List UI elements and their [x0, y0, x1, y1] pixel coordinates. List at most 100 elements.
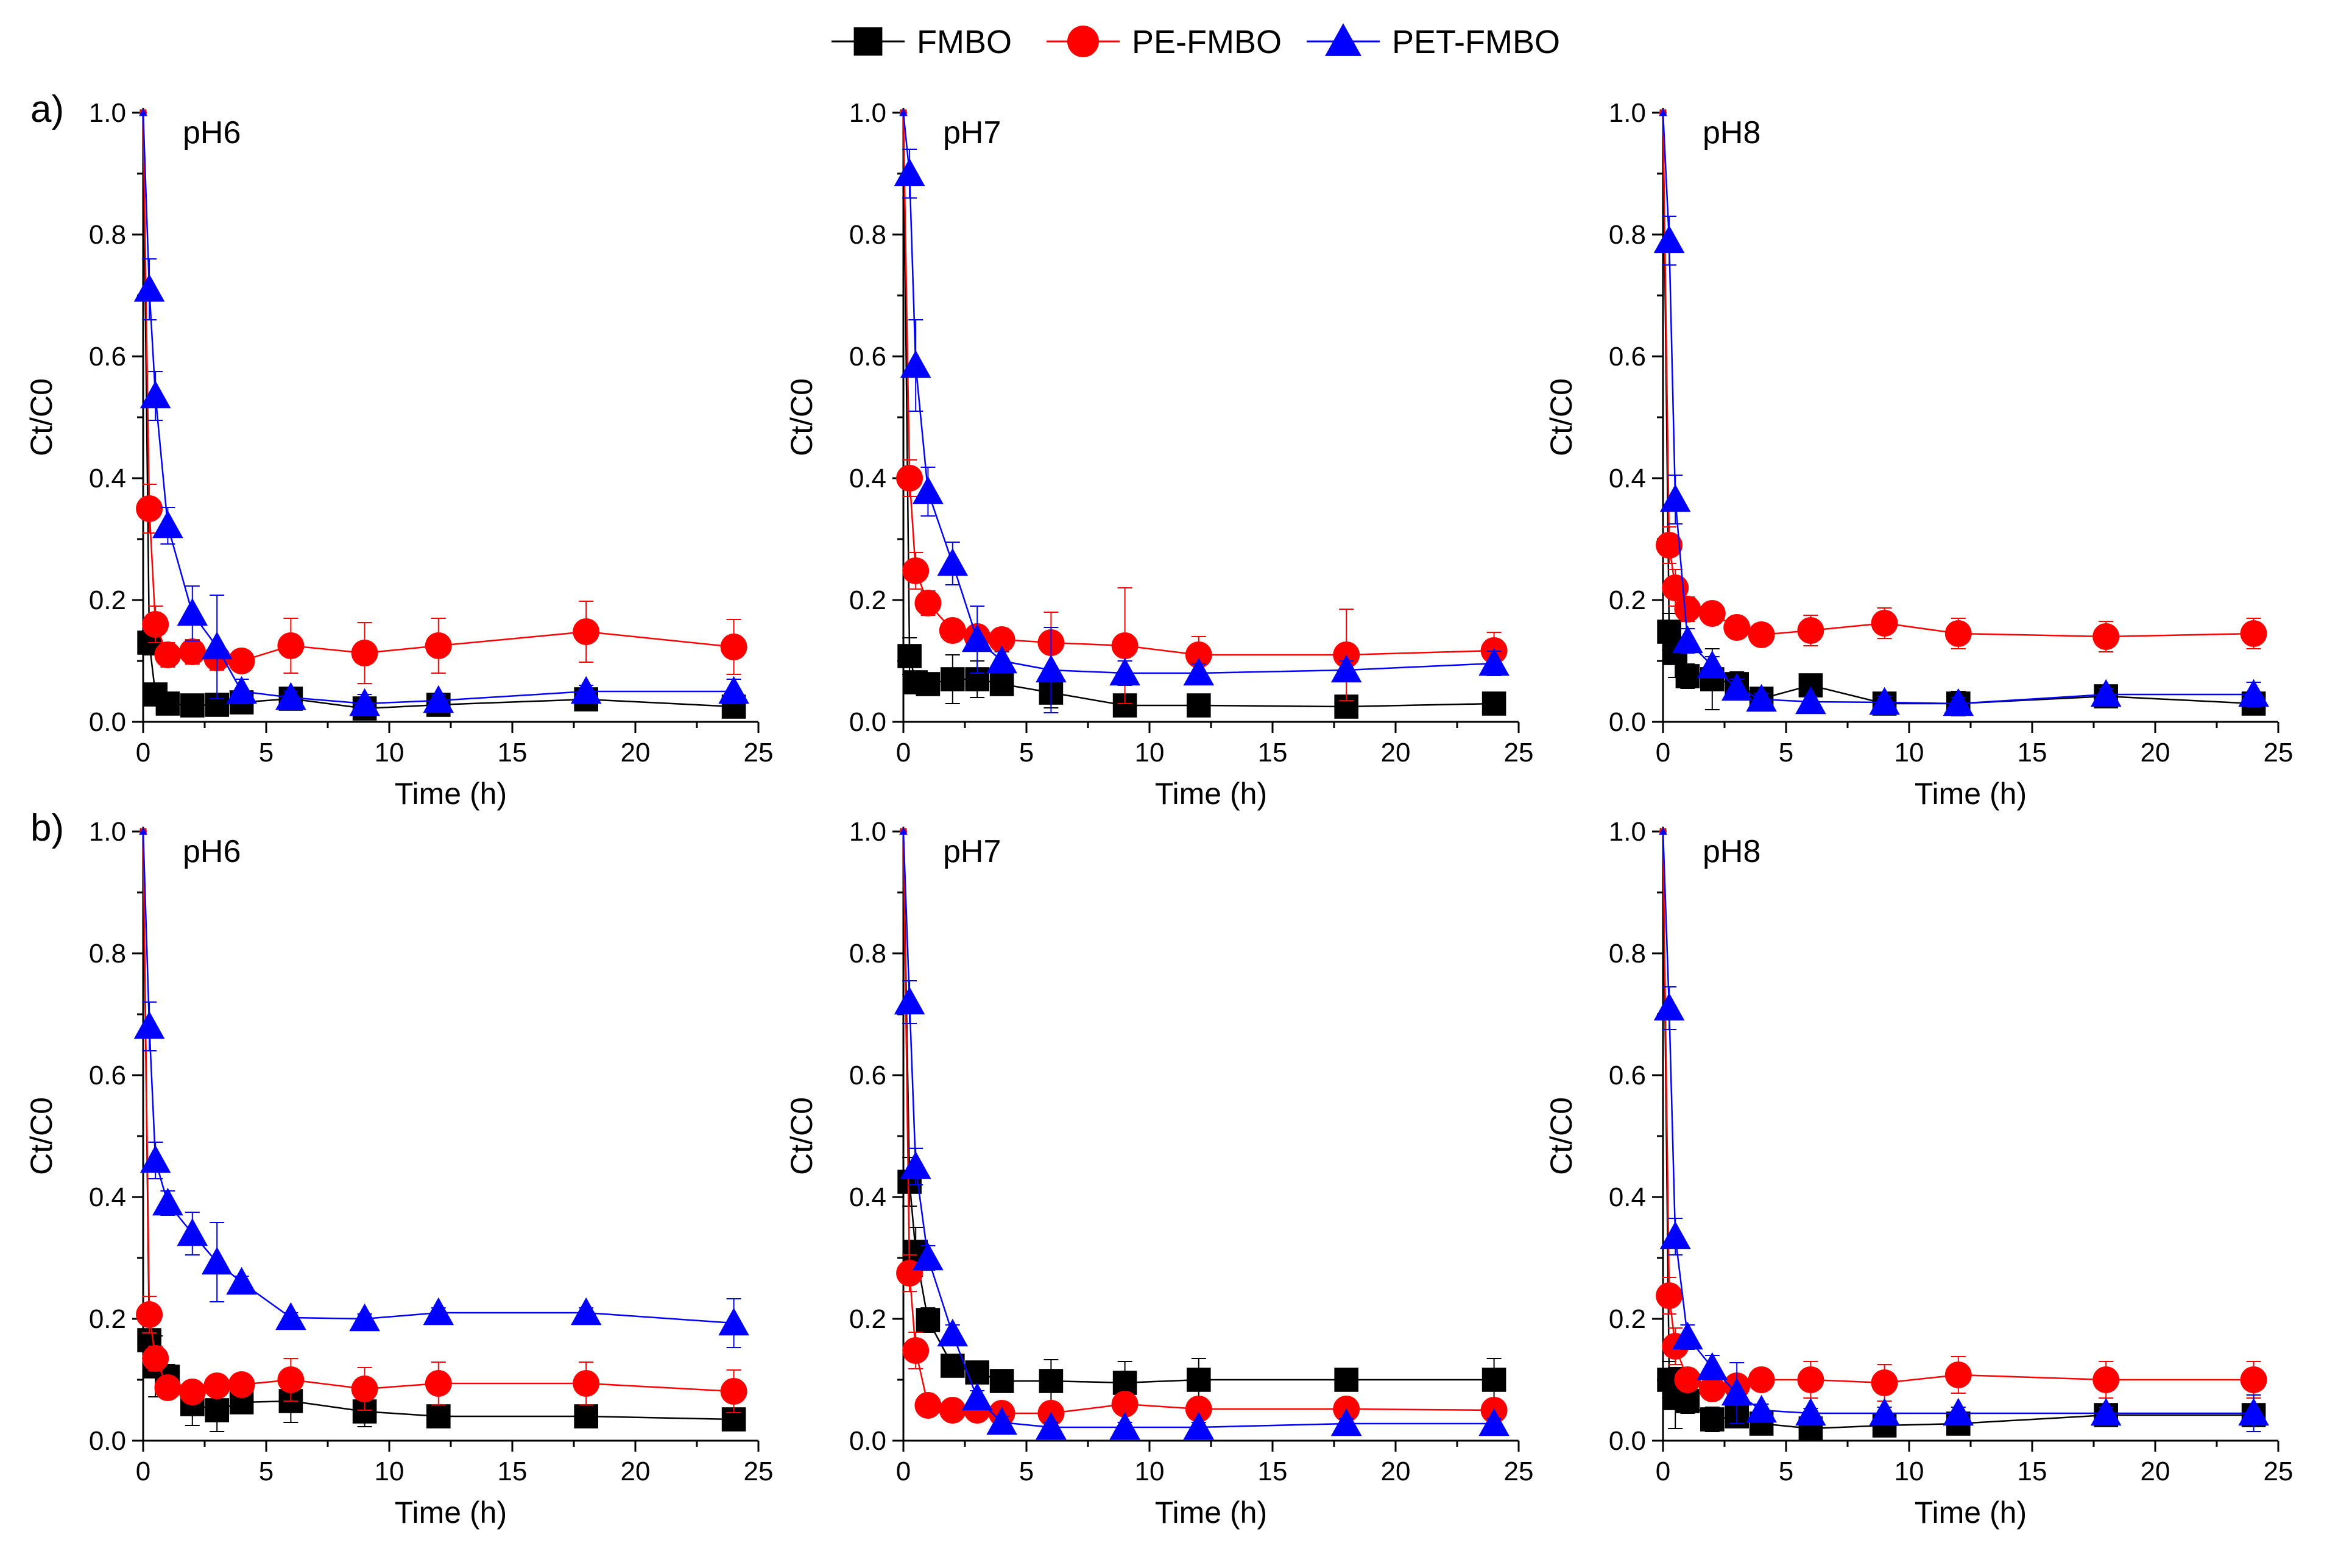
- series-pe-fmbo: [896, 109, 1508, 704]
- y-axis-title: Ct/C0: [785, 378, 819, 456]
- data-point: [1478, 1408, 1510, 1436]
- data-point: [1653, 225, 1685, 253]
- data-point: [1187, 693, 1211, 718]
- x-tick-label: 10: [1894, 1457, 1924, 1486]
- data-point: [916, 1308, 941, 1332]
- data-point: [154, 1374, 182, 1401]
- data-point: [1036, 654, 1067, 683]
- data-point: [136, 1301, 163, 1328]
- data-point: [2090, 679, 2122, 707]
- x-tick-label: 15: [498, 1457, 528, 1486]
- data-point: [154, 641, 182, 668]
- data-point: [1674, 1366, 1701, 1393]
- data-point: [916, 672, 941, 696]
- data-point: [988, 626, 1015, 653]
- x-axis-title: Time (h): [1915, 777, 2027, 811]
- y-tick-label: 0.0: [89, 707, 126, 737]
- panel-title: pH6: [183, 115, 241, 150]
- x-tick-label: 0: [136, 1457, 150, 1486]
- y-tick-label: 0.2: [849, 585, 886, 615]
- data-point: [2090, 1397, 2122, 1426]
- series-pet-fmbo: [894, 827, 1510, 1440]
- panel-title: pH7: [943, 115, 1001, 150]
- x-tick-label: 25: [1504, 738, 1534, 768]
- y-tick-label: 0.0: [849, 707, 886, 737]
- data-point: [1675, 664, 1700, 688]
- data-point: [139, 380, 171, 409]
- data-point: [139, 827, 147, 835]
- data-point: [1334, 1368, 1358, 1392]
- y-tick-label: 0.0: [89, 1426, 126, 1456]
- x-tick-label: 0: [136, 738, 150, 768]
- data-point: [133, 1011, 165, 1039]
- x-tick-label: 10: [1894, 738, 1924, 768]
- x-tick-label: 25: [744, 1457, 774, 1486]
- x-tick-label: 0: [896, 738, 911, 768]
- x-tick-label: 25: [744, 738, 774, 768]
- data-point: [937, 1318, 969, 1347]
- x-tick-label: 15: [498, 738, 528, 768]
- legend-item-fmbo: FMBO: [832, 24, 1012, 60]
- y-tick-label: 0.6: [849, 342, 886, 372]
- row-label-b: b): [30, 807, 64, 849]
- data-point: [1656, 1282, 1683, 1309]
- y-tick-label: 0.4: [1609, 464, 1646, 493]
- data-point: [423, 685, 454, 713]
- data-point: [277, 1366, 305, 1393]
- data-point: [1478, 648, 1510, 676]
- data-point: [142, 1345, 169, 1372]
- data-point: [177, 1218, 208, 1246]
- data-point: [570, 676, 602, 704]
- y-tick-label: 0.8: [89, 939, 126, 969]
- panel-a-ph6: 0 5 10 15 20 25 0.0 0.2 0.4 0.6 0.8 1.0 Time (h) Ct/C…: [24, 98, 773, 811]
- x-tick-label: 5: [1779, 1457, 1793, 1486]
- data-point: [900, 1151, 931, 1179]
- data-point: [178, 1379, 206, 1405]
- x-tick-label: 0: [1656, 738, 1670, 768]
- series-line: [1662, 112, 2254, 705]
- data-point: [426, 1404, 451, 1429]
- data-point: [914, 590, 942, 616]
- data-point: [1183, 657, 1215, 686]
- panel-title: pH8: [1703, 115, 1760, 150]
- data-point: [1748, 621, 1775, 648]
- data-point: [1697, 650, 1728, 679]
- data-point: [136, 495, 163, 522]
- data-point: [1700, 1407, 1725, 1432]
- data-point: [1748, 1366, 1775, 1393]
- series-pet-fmbo: [1653, 108, 2269, 716]
- y-axis-title: Ct/C0: [1544, 378, 1578, 456]
- row-label-a: a): [30, 88, 64, 130]
- x-axis-title: Time (h): [1155, 777, 1267, 811]
- data-point: [1109, 657, 1140, 686]
- x-tick-label: 10: [375, 738, 404, 768]
- data-point: [1797, 1366, 1824, 1393]
- data-point: [1659, 108, 1667, 116]
- x-tick-label: 20: [621, 1457, 651, 1486]
- panel-title: pH7: [943, 834, 1001, 869]
- data-point: [1943, 688, 1974, 716]
- series-pet-fmbo: [1653, 827, 2269, 1432]
- data-point: [180, 693, 205, 718]
- data-point: [226, 1266, 257, 1295]
- y-tick-label: 1.0: [849, 98, 886, 128]
- x-tick-label: 25: [2264, 738, 2293, 768]
- data-point: [1869, 687, 1900, 715]
- data-point: [1111, 632, 1139, 659]
- data-point: [2238, 679, 2269, 707]
- data-point: [1187, 1368, 1211, 1392]
- y-tick-label: 0.2: [89, 1304, 126, 1334]
- data-point: [2240, 620, 2267, 647]
- data-point: [939, 1397, 966, 1424]
- data-point: [1795, 1397, 1826, 1426]
- y-tick-label: 0.6: [89, 1061, 126, 1090]
- data-point: [201, 1246, 233, 1275]
- data-point: [573, 618, 600, 645]
- data-point: [425, 1370, 452, 1397]
- data-point: [1698, 1376, 1726, 1402]
- data-point: [201, 631, 233, 660]
- x-tick-label: 15: [2018, 738, 2047, 768]
- series-line: [142, 112, 734, 705]
- legend-marker-triangle: [1325, 23, 1361, 56]
